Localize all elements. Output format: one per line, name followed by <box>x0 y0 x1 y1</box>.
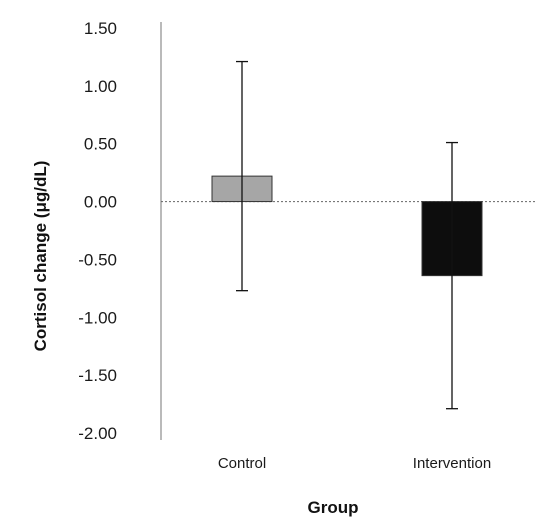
y-tick-label: 0.50 <box>84 135 117 154</box>
error-bar-control <box>236 60 248 292</box>
y-tick-label: 1.50 <box>84 19 117 38</box>
y-tick-label: 0.00 <box>84 193 117 212</box>
y-tick-label: -1.50 <box>78 366 117 385</box>
error-bar-intervention <box>446 141 458 410</box>
y-tick-label: 1.00 <box>84 77 117 96</box>
y-tick-label: -2.00 <box>78 424 117 443</box>
x-axis-title: Group <box>308 498 359 517</box>
y-axis-title: Cortisol change (μg/dL) <box>31 161 50 352</box>
y-tick-label: -0.50 <box>78 250 117 269</box>
y-tick-label: -1.00 <box>78 308 117 327</box>
x-tick-label: Control <box>218 455 266 472</box>
x-tick-label: Intervention <box>413 455 491 472</box>
